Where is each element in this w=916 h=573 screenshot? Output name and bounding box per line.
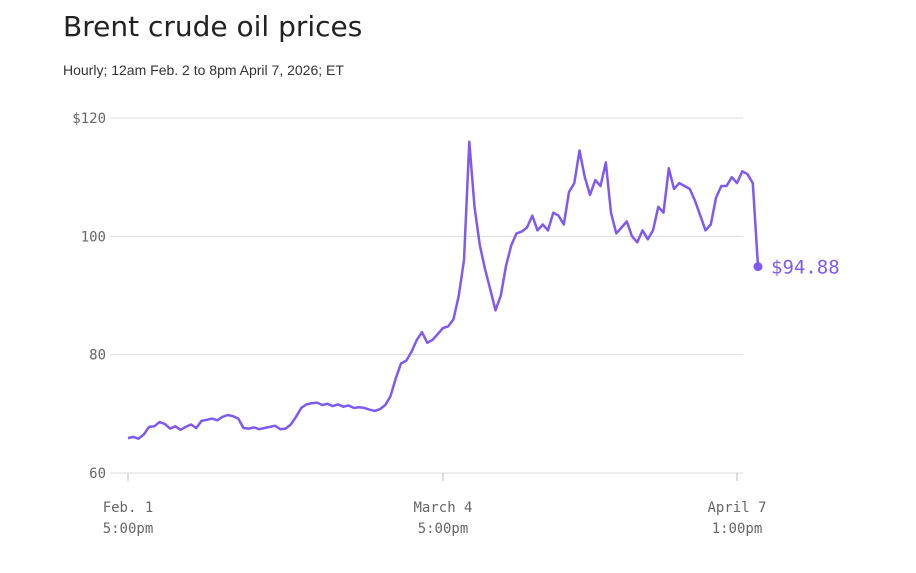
chart-subtitle: Hourly; 12am Feb. 2 to 8pm April 7, 2026… [63, 62, 344, 78]
x-tick-label: April 7 1:00pm [707, 500, 766, 537]
value-label: $94.88 [771, 257, 840, 279]
y-tick-label: $120 [72, 111, 106, 127]
y-tick-label: 80 [89, 348, 106, 364]
end-point [753, 262, 763, 272]
y-tick-label: 60 [89, 466, 106, 482]
x-tick-label: Feb. 1 5:00pm [103, 500, 154, 537]
x-tick-label: March 4 5:00pm [413, 500, 472, 537]
chart-title: Brent crude oil prices [63, 10, 362, 43]
price-line [127, 140, 760, 440]
y-tick-label: 100 [81, 229, 106, 245]
